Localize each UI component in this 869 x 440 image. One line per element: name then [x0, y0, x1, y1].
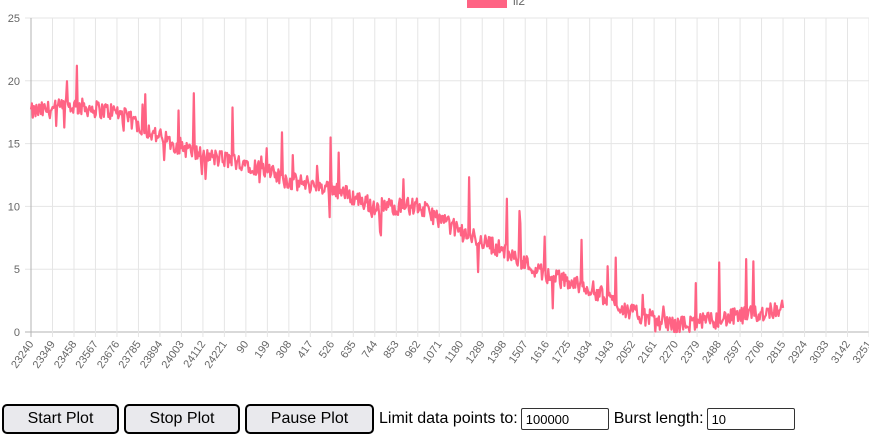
legend-swatch-ll2[interactable]: [467, 0, 507, 8]
x-tick-label: 2597: [722, 339, 746, 366]
chart-legend[interactable]: ll2: [467, 0, 525, 8]
x-tick-label: 1834: [571, 339, 595, 366]
x-tick-label: 2488: [700, 339, 724, 366]
x-tick-label: 2379: [679, 339, 703, 366]
stop-plot-button[interactable]: Stop Plot: [124, 404, 240, 434]
x-tick-label: 199: [252, 339, 272, 361]
burst-length-input[interactable]: [706, 408, 795, 430]
x-tick-label: 90: [234, 339, 251, 356]
y-tick-label: 20: [8, 76, 20, 88]
x-tick-label: 2161: [636, 339, 660, 366]
y-tick-label: 0: [14, 327, 20, 339]
x-tick-label: 2815: [765, 339, 789, 366]
limit-data-points-label: Limit data points to:: [379, 410, 518, 427]
legend-label-ll2[interactable]: ll2: [513, 0, 525, 8]
start-plot-button[interactable]: Start Plot: [2, 404, 119, 434]
x-tick-label: 526: [317, 339, 337, 361]
y-tick-label: 10: [8, 201, 20, 213]
x-tick-label: 1507: [507, 339, 531, 366]
x-tick-label: 2270: [657, 339, 681, 366]
control-bar: Start Plot Stop Plot Pause Plot Limit da…: [2, 404, 795, 434]
x-tick-label: 3251: [851, 339, 869, 366]
series-layer: [29, 64, 785, 334]
x-tick-label: 3033: [808, 339, 832, 366]
burst-length-label: Burst length:: [613, 410, 704, 427]
y-tick-label: 25: [8, 13, 20, 25]
pause-plot-button[interactable]: Pause Plot: [245, 404, 374, 434]
series-line-ll2: [29, 64, 785, 334]
chart-area: 0 5 10 15 20 25 23240 23349 23458 23567 23676 23785…: [8, 0, 869, 371]
x-tick-label: 1943: [593, 339, 617, 366]
x-tick-label: 635: [338, 339, 358, 361]
x-tick-label: 1180: [443, 339, 466, 365]
x-tick-label: 308: [274, 339, 294, 361]
x-tick-label: 1289: [464, 339, 488, 366]
x-tick-label: 1398: [485, 339, 509, 366]
x-tick-label: 1616: [528, 339, 552, 366]
x-tick-label: 24221: [202, 339, 229, 371]
line-chart: 0510152025232402334923458235672367623785…: [8, 0, 869, 371]
limit-data-points-input[interactable]: [520, 408, 609, 430]
chart-grid: [25, 17, 869, 337]
y-tick-label: 5: [14, 264, 20, 276]
x-tick-label: 1725: [550, 339, 574, 366]
x-tick-label: 3142: [829, 339, 853, 366]
x-tick-label: 2052: [614, 339, 638, 366]
x-tick-label: 744: [360, 339, 380, 361]
x-tick-label: 2924: [786, 339, 810, 366]
x-tick-label: 853: [381, 339, 401, 361]
x-tick-label: 24003: [159, 339, 186, 371]
y-tick-label: 15: [8, 139, 20, 151]
x-tick-label: 417: [295, 339, 315, 361]
x-tick-label: 962: [403, 339, 423, 361]
x-tick-label: 1071: [421, 339, 445, 366]
x-tick-label: 2706: [743, 339, 767, 366]
